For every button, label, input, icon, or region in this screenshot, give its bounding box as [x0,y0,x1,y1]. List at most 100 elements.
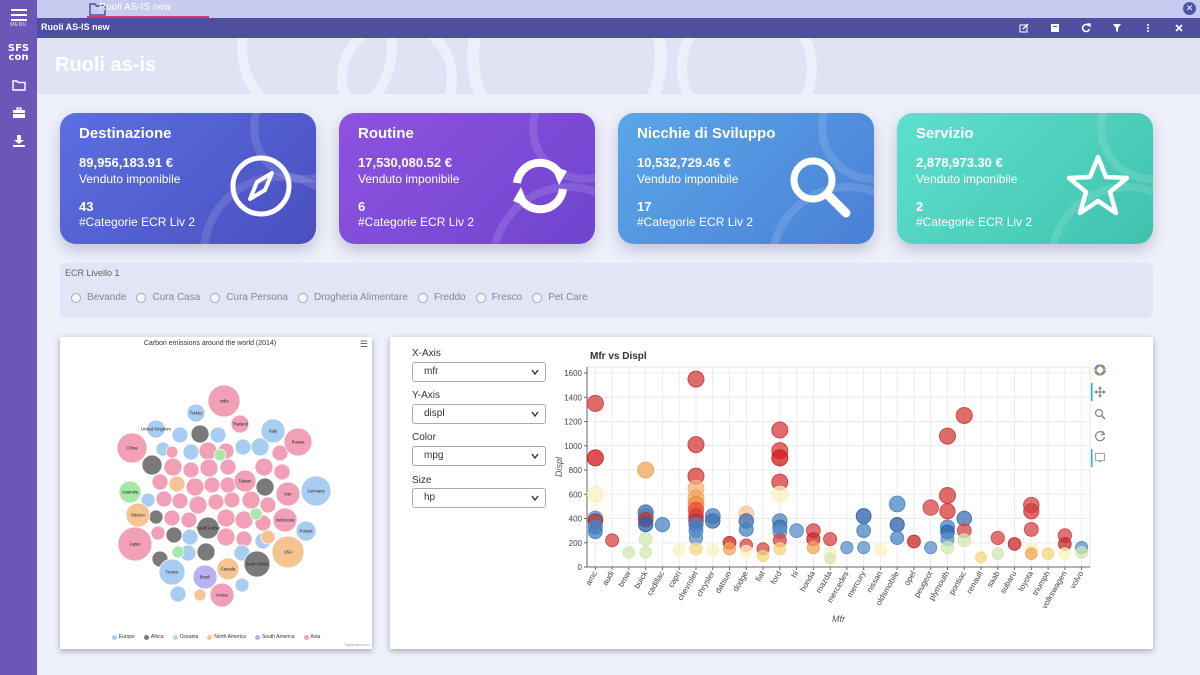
scatter-point[interactable] [907,534,921,549]
legend-item[interactable]: North America [207,634,246,640]
scatter-point[interactable] [806,540,820,555]
bubble[interactable] [196,542,216,562]
scatter-point[interactable] [588,524,603,540]
bubble[interactable] [181,528,199,546]
bubble-saudi-arabia[interactable] [196,516,220,540]
scatter-point[interactable] [722,542,737,556]
bubble[interactable] [165,526,183,544]
tab-ruoli-as-is-new[interactable]: Ruoli AS-IS new [87,0,209,18]
bubble[interactable] [169,585,187,603]
scatter-point[interactable] [855,508,872,525]
bubble-usa[interactable] [271,535,305,569]
scatter-point[interactable] [771,421,789,439]
scatter-point[interactable] [857,540,871,555]
radio-circle[interactable] [298,292,308,303]
rail-folder-button[interactable] [0,76,37,94]
scatter-point[interactable] [637,461,655,479]
scatter-point[interactable] [1023,503,1040,520]
bubble[interactable] [171,492,189,510]
y-axis-select[interactable]: displ [412,404,546,424]
scatter-point[interactable] [586,449,604,467]
bubble[interactable] [219,458,237,476]
scatter-point[interactable] [840,540,854,555]
bubble[interactable] [148,509,164,525]
scatter-point[interactable] [1007,537,1022,551]
scatter-point[interactable] [1058,547,1072,560]
scatter-point[interactable] [638,532,653,547]
bubble-iran[interactable] [275,481,301,507]
bubble[interactable] [141,454,163,476]
scatter-point[interactable] [672,543,686,557]
rail-briefcase-button[interactable] [0,104,37,122]
bubble[interactable] [273,463,291,481]
scatter-point[interactable] [706,543,720,557]
bubble[interactable] [254,457,274,477]
radio-circle[interactable] [417,292,428,303]
card-routine[interactable]: Routine 17,530,080.52 € Venduto imponibi… [339,113,595,244]
scatter-point[interactable] [789,523,804,539]
scatter-point[interactable] [586,394,604,412]
bubble[interactable] [151,473,169,491]
bubble[interactable] [219,476,237,494]
refresh-button[interactable] [1079,21,1093,35]
bubble[interactable] [155,490,173,508]
bubble[interactable] [234,510,254,530]
bubble[interactable] [171,545,185,559]
bubble-russia[interactable] [283,427,313,457]
bubble[interactable] [150,525,166,541]
scatter-point[interactable] [687,436,705,454]
bubble[interactable] [182,443,200,461]
bubble[interactable] [207,493,225,511]
scatter-point[interactable] [1075,546,1088,559]
close-icon[interactable]: ✕ [1183,2,1196,15]
bubble-thailand[interactable] [230,414,250,434]
bubble[interactable] [234,438,252,456]
radio-cura-casa[interactable]: Cura Casa [136,292,200,303]
bubble[interactable] [188,495,208,515]
scatter-point[interactable] [622,546,636,559]
radio-drogheria-alimentare[interactable]: Drogheria Alimentare [298,292,408,303]
scatter-point[interactable] [1041,547,1055,560]
hover-tool-icon[interactable] [1093,451,1107,465]
bubble-france[interactable] [158,558,186,586]
scatter-point[interactable] [873,543,887,557]
scatter-point[interactable] [605,533,620,548]
legend-item[interactable]: Asia [303,634,320,640]
bubble-china[interactable] [116,432,148,464]
bubble[interactable] [209,426,227,444]
rail-download-button[interactable] [0,132,37,150]
bubble[interactable] [235,530,253,548]
bubble-turkey[interactable] [186,403,206,423]
radio-freddo[interactable]: Freddo [417,292,466,303]
chart-menu-icon[interactable]: ☰ [359,339,368,349]
bubble[interactable] [193,588,207,602]
bubble-korea[interactable] [209,582,235,608]
legend-item[interactable]: Africa [143,634,164,640]
radio-cura-persona[interactable]: Cura Persona [210,292,288,303]
bubble[interactable] [213,448,227,462]
scatter-point[interactable] [975,551,988,564]
color-select[interactable]: mpg [412,446,546,466]
legend-item[interactable]: South America [254,634,295,640]
scatter-point[interactable] [756,550,770,563]
scatter-point[interactable] [990,530,1005,545]
bubble-australia[interactable] [118,480,142,504]
close-window-button[interactable] [1172,21,1186,35]
radio-circle[interactable] [475,292,486,303]
bubble[interactable] [163,457,183,477]
bubble[interactable] [234,577,250,593]
bubble-brazil[interactable] [192,564,218,590]
filter-button[interactable] [1110,21,1124,35]
scatter-point[interactable] [773,542,787,556]
radio-pet-care[interactable]: Pet Care [532,292,588,303]
bubble[interactable] [140,492,156,508]
scatter-point[interactable] [938,486,956,504]
scatter-point[interactable] [922,499,939,516]
scatter-point[interactable] [888,495,906,513]
bubble[interactable] [216,508,236,528]
menu-button[interactable]: MENU [0,6,37,30]
bubble[interactable] [165,445,179,459]
box-zoom-icon[interactable] [1093,407,1107,421]
scatter-point[interactable] [771,449,789,467]
scatter-point[interactable] [955,406,973,424]
